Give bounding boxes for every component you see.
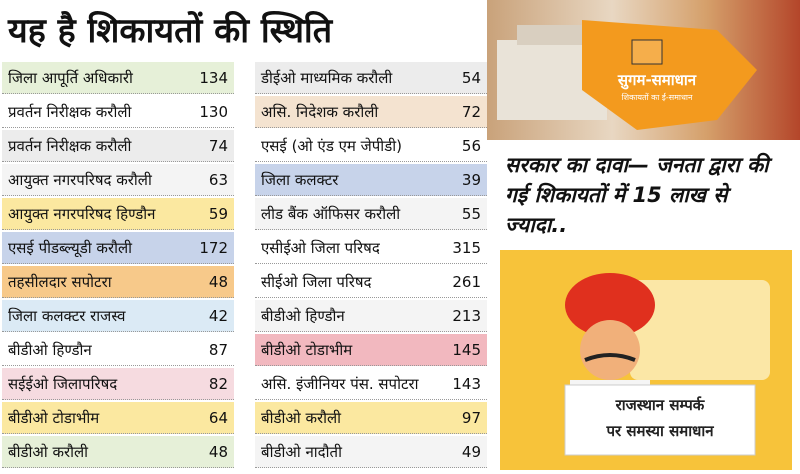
- officer: बीडीओ हिण्डौन: [261, 306, 345, 325]
- officer: सईईओ जिलापरिषद: [8, 374, 118, 393]
- count: 130: [199, 102, 228, 121]
- officer: बीडीओ टोडाभीम: [8, 408, 100, 427]
- mustache: [584, 353, 636, 362]
- table-row: तहसीलदार सपोटरा 48: [2, 266, 234, 298]
- table-row: डीईओ माध्यमिक करौली 54: [255, 62, 487, 94]
- illus-line2: पर समस्या समाधान: [605, 422, 714, 440]
- count: 315: [452, 238, 481, 257]
- count: 64: [208, 408, 228, 427]
- officer: आयुक्त नगरपरिषद हिण्डौन: [8, 204, 156, 223]
- table-row: लीड बैंक ऑफिसर करौली 55: [255, 198, 487, 230]
- count: 59: [208, 204, 228, 223]
- bubble: [630, 280, 770, 380]
- table-row: सीईओ जिला परिषद 261: [255, 266, 487, 298]
- officer: बीडीओ नादौती: [261, 442, 342, 461]
- officer: प्रवर्तन निरीक्षक करौली: [8, 136, 132, 155]
- officer: एसीईओ जिला परिषद: [261, 238, 380, 257]
- photo: सुगम-समाधान शिकायतों का ई-समाधान: [487, 0, 800, 140]
- count: 48: [208, 442, 228, 461]
- officer: जिला आपूर्ति अधिकारी: [8, 68, 133, 87]
- title: यह है शिकायतों की स्थिति: [8, 11, 333, 51]
- illus-line1: राजस्थान सम्पर्क: [615, 396, 706, 414]
- officer: बीडीओ करौली: [8, 442, 89, 461]
- map-shape: [582, 20, 757, 130]
- table-row: बीडीओ करौली 48: [2, 436, 234, 468]
- count: 54: [461, 68, 481, 87]
- textbox: [564, 384, 756, 456]
- caption: सरकार का दावा— जनता द्वारा की गई शिकायतो…: [505, 153, 769, 237]
- count: 82: [208, 374, 228, 393]
- table-row: सईईओ जिलापरिषद 82: [2, 368, 234, 400]
- table-row: बीडीओ करौली 97: [255, 402, 487, 434]
- table-row: असि. इंजीनियर पंस. सपोटरा 143: [255, 368, 487, 400]
- table-row: बीडीओ हिण्डौन 213: [255, 300, 487, 332]
- building-top: [517, 25, 587, 45]
- computer: [631, 39, 663, 65]
- officer: डीईओ माध्यमिक करौली: [261, 68, 393, 87]
- table-row: एसई पीडब्ल्यूडी करौली 172: [2, 232, 234, 264]
- officer: एसई पीडब्ल्यूडी करौली: [8, 238, 133, 257]
- count: 261: [452, 272, 481, 291]
- officer: एसई (ओ एंड एम जेपीडी): [261, 136, 402, 155]
- turban: [565, 273, 655, 337]
- officer: जिला कलक्टर राजस्व: [8, 306, 126, 325]
- logo: सुगम-समाधान: [617, 71, 697, 90]
- count: 143: [452, 374, 481, 393]
- count: 56: [461, 136, 481, 155]
- officer: आयुक्त नगरपरिषद करौली: [8, 170, 152, 189]
- officer: सीईओ जिला परिषद: [261, 272, 372, 291]
- count: 134: [199, 68, 228, 87]
- logo-sub: शिकायतों का ई-समाधान: [622, 92, 693, 102]
- table-right: डीईओ माध्यमिक करौली 54 असि. निदेशक करौली 72…: [255, 62, 487, 470]
- table-row: जिला आपूर्ति अधिकारी 134: [2, 62, 234, 94]
- officer: बीडीओ करौली: [261, 408, 342, 427]
- illustration-art: राजस्थान सम्पर्क पर समस्या समाधान: [564, 273, 770, 456]
- count: 213: [452, 306, 481, 325]
- table-row: प्रवर्तन निरीक्षक करौली 130: [2, 96, 234, 128]
- table-row: आयुक्त नगरपरिषद हिण्डौन 59: [2, 198, 234, 230]
- face: [580, 320, 640, 380]
- officer: असि. इंजीनियर पंस. सपोटरा: [261, 374, 419, 393]
- table-row: बीडीओ टोडाभीम 64: [2, 402, 234, 434]
- table-row: असि. निदेशक करौली 72: [255, 96, 487, 128]
- table-left: जिला आपूर्ति अधिकारी 134 प्रवर्तन निरीक्षक…: [2, 62, 234, 470]
- count: 72: [461, 102, 481, 121]
- table-row: बीडीओ नादौती 49: [255, 436, 487, 468]
- table-row: आयुक्त नगरपरिषद करौली 63: [2, 164, 234, 196]
- officer: प्रवर्तन निरीक्षक करौली: [8, 102, 132, 121]
- officer: तहसीलदार सपोटरा: [8, 272, 112, 291]
- illustration: राजस्थान सम्पर्क पर समस्या समाधान: [500, 250, 792, 470]
- count: 63: [208, 170, 228, 189]
- table-row: एसीईओ जिला परिषद 315: [255, 232, 487, 264]
- count: 55: [461, 204, 481, 223]
- officer: लीड बैंक ऑफिसर करौली: [261, 204, 401, 223]
- count: 39: [461, 170, 481, 189]
- count: 48: [208, 272, 228, 291]
- officer: जिला कलक्टर: [261, 170, 339, 189]
- count: 49: [461, 442, 481, 461]
- photo-art: सुगम-समाधान शिकायतों का ई-समाधान: [497, 20, 757, 130]
- table-row: जिला कलक्टर 39: [255, 164, 487, 196]
- count: 172: [199, 238, 228, 257]
- officer: बीडीओ टोडाभीम: [261, 340, 353, 359]
- count: 42: [208, 306, 228, 325]
- table-row: बीडीओ हिण्डौन 87: [2, 334, 234, 366]
- table-row: बीडीओ टोडाभीम 145: [255, 334, 487, 366]
- table-row: प्रवर्तन निरीक्षक करौली 74: [2, 130, 234, 162]
- count: 145: [452, 340, 481, 359]
- count: 74: [208, 136, 228, 155]
- officer: बीडीओ हिण्डौन: [8, 340, 92, 359]
- count: 97: [461, 408, 481, 427]
- officer: असि. निदेशक करौली: [261, 102, 379, 121]
- table-row: एसई (ओ एंड एम जेपीडी) 56: [255, 130, 487, 162]
- table-row: जिला कलक्टर राजस्व 42: [2, 300, 234, 332]
- count: 87: [208, 340, 228, 359]
